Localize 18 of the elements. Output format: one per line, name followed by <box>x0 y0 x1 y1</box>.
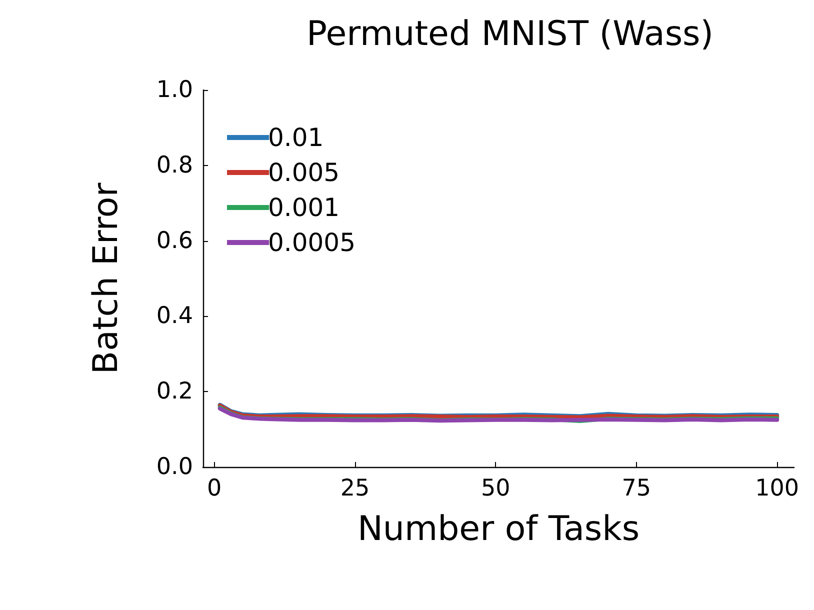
y-tick-label: 0.2 <box>156 378 193 405</box>
x-tick-label: 25 <box>340 476 370 502</box>
y-tick-label: 1.0 <box>156 77 193 103</box>
y-tick-label: 0.6 <box>156 228 193 254</box>
legend-label: 0.01 <box>268 123 324 152</box>
x-tick-label: 75 <box>622 476 652 502</box>
legend-label: 0.005 <box>268 158 340 187</box>
legend-label: 0.0005 <box>268 228 356 257</box>
x-tick-label: 100 <box>755 476 800 502</box>
x-tick-label: 0 <box>206 476 222 502</box>
y-tick-label: 0.4 <box>156 303 193 330</box>
y-tick-label: 0.8 <box>156 152 193 178</box>
x-tick-label: 50 <box>481 476 510 502</box>
x-axis-title: Number of Tasks <box>357 509 640 549</box>
y-axis-title: Batch Error <box>86 182 126 374</box>
y-tick-label: 0.0 <box>156 454 193 480</box>
chart-title: Permuted MNIST (Wass) <box>306 14 714 54</box>
legend-label: 0.001 <box>268 193 340 222</box>
